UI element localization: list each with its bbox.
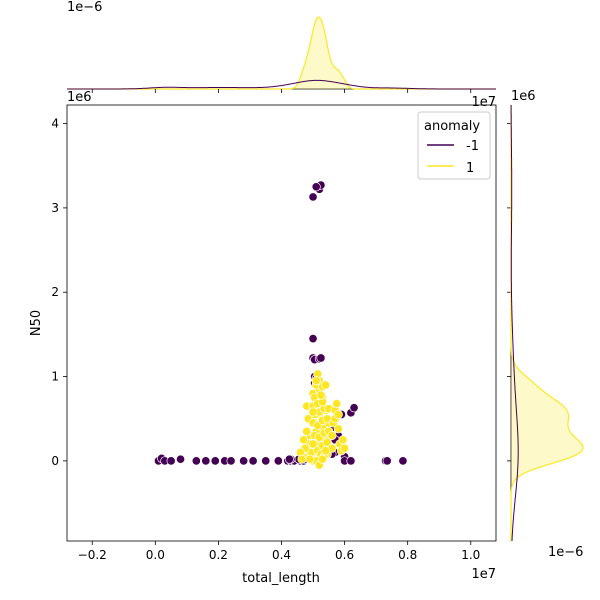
scatter-point-anomaly-1: [340, 443, 350, 453]
y-axis-label: N50: [29, 310, 44, 336]
right-marginal-kde: 1e6 1e−6: [507, 89, 584, 560]
scatter-point-anomaly-1: [302, 426, 312, 436]
scatter-point-anomaly-1: [311, 376, 321, 386]
y-tick-label: 0: [51, 454, 59, 468]
y-tick-label: 1: [51, 370, 59, 384]
y-tick-label: 3: [51, 201, 59, 215]
scatter-point-anomaly-neg1: [284, 454, 294, 464]
x-tick-label: 1.0: [461, 548, 480, 562]
x-tick-label: 0.8: [398, 548, 417, 562]
scatter-point-anomaly-1: [327, 431, 337, 441]
top-kde-line-anomaly-1: [67, 16, 496, 90]
legend: anomaly -1 1: [417, 111, 491, 180]
scatter-point-anomaly-1: [321, 380, 331, 390]
legend-title: anomaly: [424, 119, 480, 134]
main-axes: −0.2 0.0 0.2 0.4 0.6 0.8 1.0 0 1 2 3 4 1e6 1e7 1e7…: [29, 89, 497, 586]
scatter-point-anomaly-1: [316, 390, 326, 400]
right-kde-line-anomaly-neg1: [510, 105, 519, 541]
scatter-point-anomaly-neg1: [226, 456, 236, 466]
scatter-point-anomaly-1: [332, 398, 342, 409]
legend-label-neg1: -1: [466, 139, 479, 154]
scatter-point-anomaly-1: [317, 454, 328, 464]
scatter-point-anomaly-neg1: [346, 456, 356, 466]
x-offset-label-top: 1e7: [471, 95, 496, 110]
scatter-point-anomaly-neg1: [316, 353, 326, 363]
scatter-point-anomaly-neg1: [273, 456, 283, 466]
y-tick-label: 2: [51, 285, 59, 299]
right-kde-line-anomaly-1: [510, 105, 584, 541]
scatter-point-anomaly-1: [305, 454, 315, 464]
right-marginal-density-offset-label: 1e−6: [548, 545, 583, 560]
scatter-point-anomaly-neg1: [261, 456, 271, 466]
scatter-point-anomaly-1: [297, 454, 307, 464]
scatter-point-anomaly-neg1: [166, 456, 176, 466]
scatter-point-anomaly-1: [338, 435, 348, 445]
scatter-point-anomaly-neg1: [176, 454, 186, 464]
x-tick-label: 0.2: [209, 548, 228, 562]
scatter-point-anomaly-neg1: [311, 182, 321, 192]
scatter-point-anomaly-1: [333, 409, 343, 420]
scatter-point-anomaly-neg1: [398, 456, 408, 466]
scatter-point-anomaly-neg1: [248, 456, 258, 466]
top-marginal-kde: 1e−6: [67, 0, 496, 90]
scatter-point-anomaly-neg1: [308, 334, 318, 344]
scatter-point-anomaly-neg1: [191, 456, 201, 466]
scatter-point-anomaly-neg1: [382, 456, 392, 466]
y-axis: 0 1 2 3 4: [51, 117, 67, 468]
x-tick-label: 0.6: [335, 548, 354, 562]
top-kde-fill-anomaly-1: [67, 17, 496, 89]
scatter-point-anomaly-neg1: [201, 456, 211, 466]
scatter-point-anomaly-neg1: [349, 403, 359, 413]
legend-label-1: 1: [466, 161, 474, 176]
scatter-point-anomaly-neg1: [239, 456, 249, 466]
right-marginal-offset-label: 1e6: [511, 89, 536, 104]
scatter-point-anomaly-1: [299, 435, 309, 445]
scatter-point-anomaly-1: [308, 407, 318, 417]
top-marginal-offset-label: 1e−6: [67, 0, 102, 15]
scatter-point-anomaly-neg1: [210, 456, 220, 466]
y-tick-label: 4: [51, 117, 59, 131]
x-axis: −0.2 0.0 0.2 0.4 0.6 0.8 1.0: [78, 89, 480, 562]
x-tick-label: 0.4: [272, 548, 291, 562]
scatter-point-anomaly-1: [333, 424, 343, 434]
scatter-point-anomaly-neg1: [308, 192, 318, 202]
scatter-points: [153, 180, 408, 470]
y-offset-label: 1e6: [67, 90, 92, 105]
top-kde-line-anomaly-neg1: [67, 79, 496, 90]
scatter-point-anomaly-1: [321, 446, 331, 456]
x-axis-label: total_length: [242, 571, 320, 586]
x-tick-label: 0.0: [146, 548, 165, 562]
x-tick-label: −0.2: [78, 548, 107, 562]
x-offset-label: 1e7: [471, 567, 496, 582]
right-kde-fill-anomaly-1: [511, 105, 583, 541]
